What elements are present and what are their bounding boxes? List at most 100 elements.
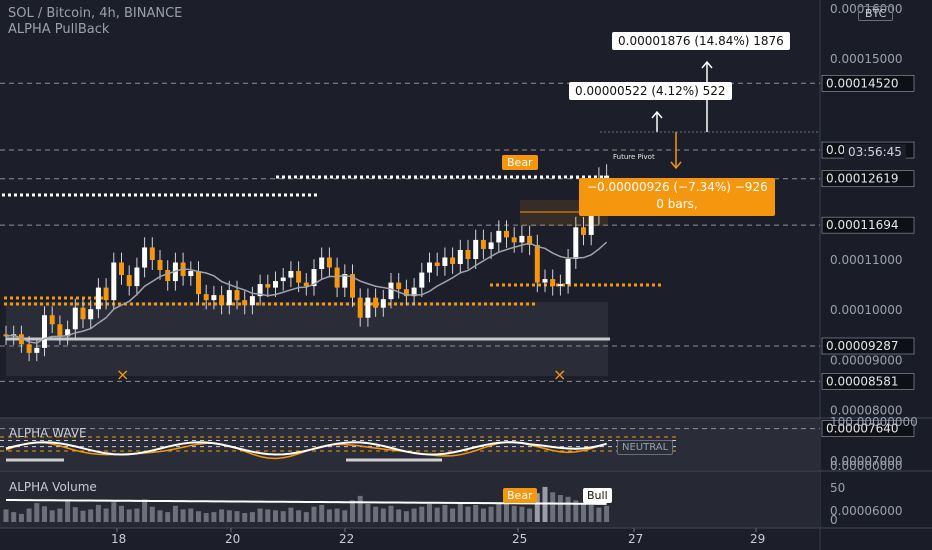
measure-arrowhead-big — [701, 60, 713, 69]
measure-down-line1: −0.00000926 (−7.34%) −926 — [587, 180, 768, 194]
candle-body-21 — [165, 270, 171, 282]
timer-badge: 03:56:45 — [844, 144, 906, 160]
candle-body-54 — [419, 272, 425, 288]
volume-bar-10 — [80, 510, 86, 522]
volume-bar-52 — [403, 511, 409, 522]
candle-body-17 — [134, 267, 140, 287]
candle-body-65 — [504, 230, 509, 238]
price-level-box-3 — [821, 216, 915, 234]
volume-bar-1 — [11, 512, 17, 522]
volume-bar-24 — [188, 508, 194, 522]
volume-bar-49 — [380, 508, 386, 522]
candle-body-60 — [465, 249, 471, 259]
volume-tick-zero: 0 — [830, 513, 838, 527]
volume-bar-69 — [534, 493, 540, 522]
volume-average-line — [5, 499, 607, 505]
volume-bar-4 — [34, 503, 40, 522]
candle-body-9 — [72, 307, 78, 330]
volume-bar-55 — [427, 504, 432, 522]
candle-body-6 — [49, 315, 55, 325]
volume-bar-42 — [326, 509, 332, 522]
volume-bar-65 — [504, 504, 509, 522]
volume-bar-36 — [280, 511, 286, 522]
volume-bar-58 — [450, 508, 456, 522]
wave-title: ALPHA WAVE — [9, 426, 87, 440]
volume-tick-mid: 50 — [830, 481, 845, 495]
volume-bar-54 — [419, 506, 425, 522]
candle-body-37 — [288, 271, 294, 278]
volume-bar-44 — [342, 510, 348, 522]
volume-bar-20 — [157, 510, 163, 522]
volume-bar-26 — [203, 513, 209, 522]
volume-bar-38 — [296, 510, 302, 522]
time-tick-1: 20 — [225, 532, 240, 546]
price-tick-3: 0.00010000 — [830, 303, 903, 317]
volume-bar-19 — [149, 506, 155, 522]
cross-marker-2: × — [553, 365, 566, 384]
candle-body-58 — [450, 257, 456, 265]
volume-bar-43 — [334, 508, 340, 522]
candle-body-0 — [3, 334, 9, 337]
bear-marker-volume: Bear — [503, 488, 537, 503]
candle-body-52 — [403, 289, 409, 297]
volume-bar-13 — [103, 508, 109, 522]
candle-body-31 — [242, 300, 248, 306]
candle-body-49 — [380, 299, 386, 308]
volume-bar-75 — [581, 504, 586, 522]
future-pivot-label: Future Pivot — [613, 153, 655, 161]
volume-bar-37 — [288, 507, 294, 522]
volume-bar-12 — [95, 504, 101, 522]
currency-badge[interactable]: BTC — [858, 6, 894, 21]
candle-body-76 — [588, 213, 594, 235]
bear-marker-main: Bear — [502, 155, 538, 170]
price-level-box-0 — [821, 74, 915, 92]
volume-bar-67 — [519, 506, 525, 522]
measure-arrowhead-small — [651, 110, 663, 119]
volume-bar-45 — [350, 500, 355, 522]
volume-bar-71 — [550, 492, 556, 522]
price-level-box-2 — [821, 170, 915, 188]
volume-title: ALPHA Volume — [9, 480, 97, 494]
volume-bar-31 — [242, 513, 248, 522]
candle-body-51 — [396, 282, 402, 290]
volume-bar-6 — [49, 510, 55, 522]
volume-bar-8 — [65, 500, 71, 522]
volume-bar-40 — [311, 506, 317, 522]
candle-body-73 — [565, 258, 571, 285]
price-tick-5: 0.00008000 — [830, 404, 903, 418]
wave-pane-background — [0, 418, 820, 470]
volume-bar-35 — [273, 510, 278, 522]
candle-body-47 — [365, 297, 371, 318]
volume-bar-16 — [126, 509, 132, 522]
volume-bar-18 — [142, 499, 148, 522]
candle-body-39 — [303, 282, 309, 287]
candle-body-44 — [342, 274, 348, 288]
candle-body-66 — [511, 237, 517, 243]
volume-bar-78 — [604, 505, 610, 522]
candle-body-75 — [581, 227, 586, 235]
volume-bar-21 — [165, 512, 171, 522]
volume-bar-53 — [411, 508, 417, 522]
candle-body-78 — [604, 175, 610, 179]
candle-body-70 — [542, 279, 548, 283]
price-level-label-5: 0.00008581 — [826, 374, 899, 388]
candle-body-74 — [573, 227, 579, 259]
volume-bar-66 — [511, 505, 517, 522]
candle-body-56 — [434, 262, 440, 267]
candle-body-20 — [157, 260, 163, 271]
price-level-label-3: 0.00011694 — [826, 218, 899, 232]
volume-bar-60 — [465, 506, 471, 522]
symbol-title: SOL / Bitcoin, 4h, BINANCE — [8, 6, 183, 21]
candle-body-16 — [126, 275, 132, 287]
volume-bar-25 — [196, 511, 201, 522]
candle-body-38 — [296, 271, 302, 283]
volume-bar-56 — [434, 507, 440, 522]
measure-arrowhead-down — [670, 161, 682, 170]
candle-body-28 — [219, 295, 225, 306]
candle-body-25 — [196, 271, 201, 295]
candle-body-3 — [26, 344, 32, 353]
volume-bar-73 — [565, 496, 571, 522]
volume-bar-0 — [3, 509, 9, 522]
